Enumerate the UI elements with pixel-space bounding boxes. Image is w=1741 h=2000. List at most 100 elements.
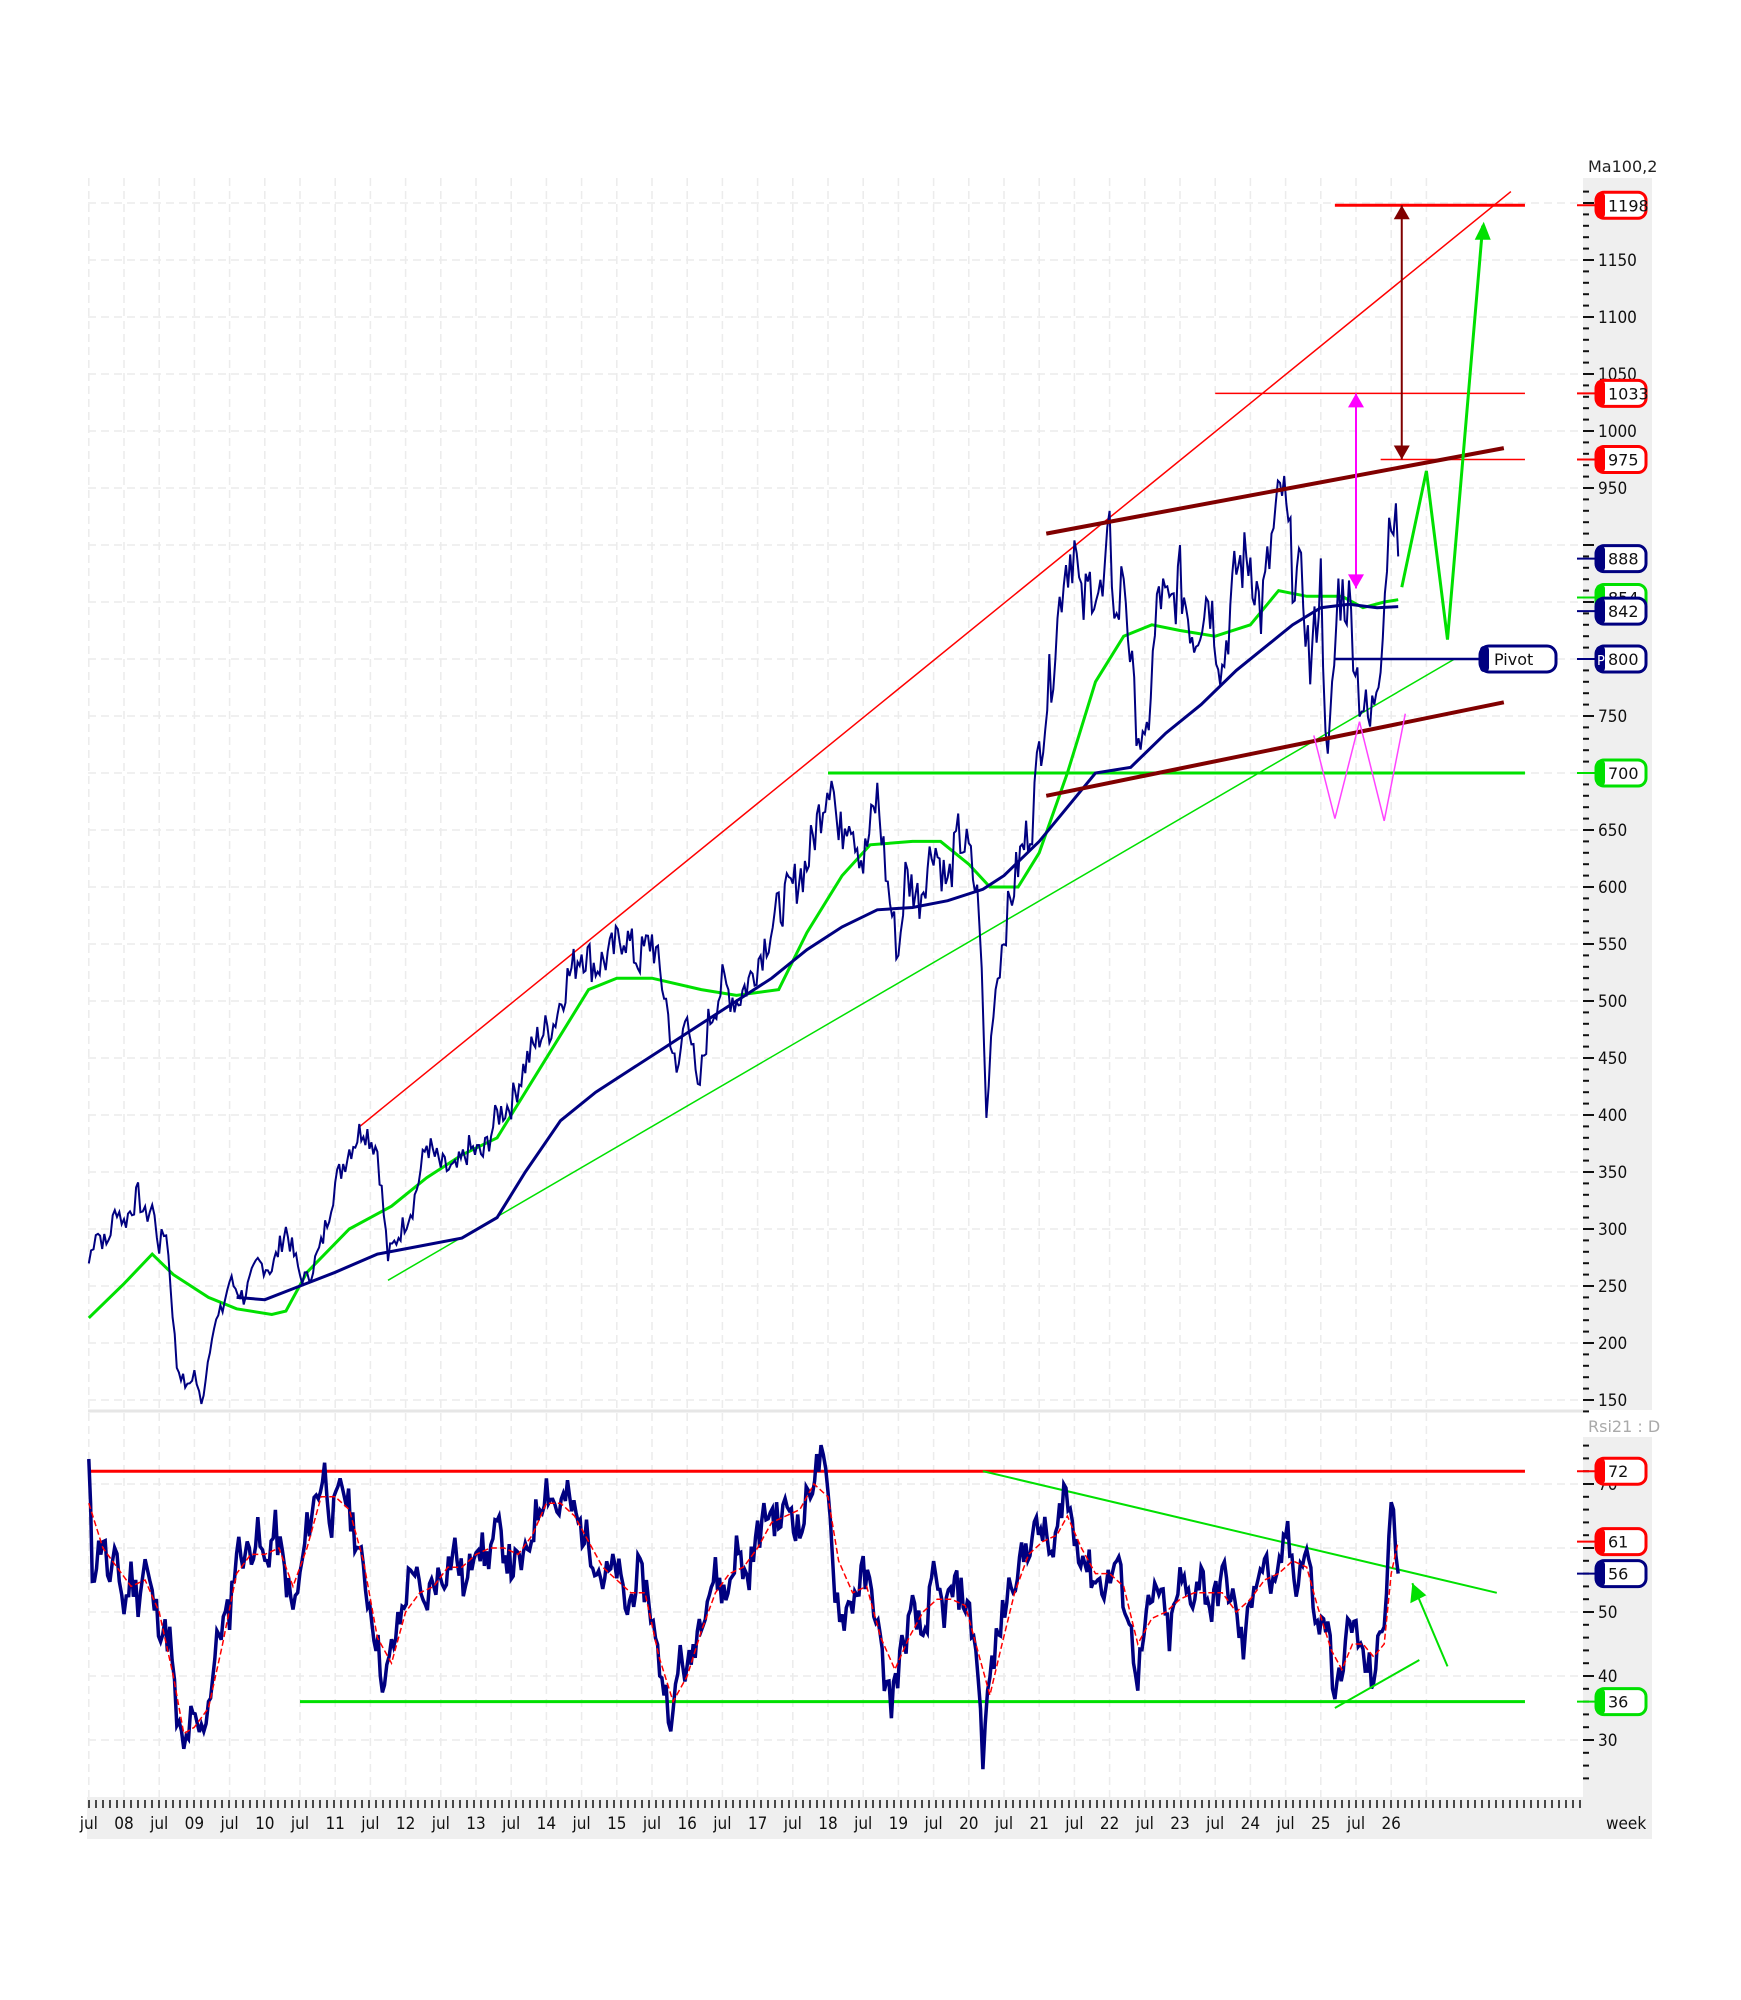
price-axis-label: 600 <box>1598 878 1627 898</box>
price-line <box>87 475 1400 1405</box>
price-axis-label: 1100 <box>1598 308 1637 328</box>
price-tag-1198-cap <box>1596 192 1605 219</box>
time-axis-label: 25 <box>1311 1814 1330 1834</box>
price-axis-label: 400 <box>1598 1106 1627 1126</box>
rsi-rising-trendline <box>1334 1659 1420 1709</box>
time-axis-label: 09 <box>185 1814 204 1834</box>
time-axis-label: jul <box>923 1814 942 1834</box>
rsi-tag-61-cap <box>1596 1528 1605 1555</box>
rsi-indicator-label: Rsi21 : D <box>1588 1417 1660 1436</box>
time-axis-label: jul <box>360 1814 379 1834</box>
grid-lines <box>88 178 1583 1797</box>
time-axis-label: 16 <box>677 1814 696 1834</box>
time-axis-label: jul <box>853 1814 872 1834</box>
time-axis-label: 08 <box>114 1814 133 1834</box>
rsi-falling-trendline <box>982 1470 1498 1594</box>
price-axis-label: 250 <box>1598 1277 1627 1297</box>
support-trendline <box>387 658 1455 1281</box>
price-tag-888: 888 <box>1608 550 1639 569</box>
rsi-tag-72-cap <box>1596 1458 1605 1485</box>
time-axis-label: jul <box>79 1814 98 1834</box>
time-axis-label: 10 <box>255 1814 274 1834</box>
price-tag-700: 700 <box>1608 764 1639 783</box>
time-axis-label: jul <box>501 1814 520 1834</box>
price-axis-label: 450 <box>1598 1049 1627 1069</box>
measured-move-arrow-head-down <box>1393 445 1410 460</box>
price-tag-1198: 1198 <box>1608 196 1649 215</box>
price-axis-label: 950 <box>1598 479 1627 499</box>
time-axis-label: 11 <box>325 1814 344 1834</box>
price-axis-label: 750 <box>1598 707 1627 727</box>
projection-path <box>1400 225 1485 640</box>
wedge-lower-line <box>1045 700 1505 798</box>
rsi-panel <box>87 1444 1525 1770</box>
price-tag-1033: 1033 <box>1608 384 1649 403</box>
time-axis-label: 20 <box>959 1814 978 1834</box>
price-axis-label: 300 <box>1598 1220 1627 1240</box>
price-tag-700-cap <box>1596 760 1605 786</box>
time-axis-label: jul <box>149 1814 168 1834</box>
price-tag-1033-cap <box>1596 380 1605 407</box>
time-axis-label: jul <box>290 1814 309 1834</box>
rsi-signal-line <box>88 1482 1399 1735</box>
time-axis-label: 24 <box>1241 1814 1260 1834</box>
price-axis-label: 350 <box>1598 1163 1627 1183</box>
rsi-tag-56: 56 <box>1608 1565 1628 1584</box>
price-tag-842: 842 <box>1608 602 1639 621</box>
price-axis-label: 1000 <box>1598 422 1637 442</box>
measured-move-arrow-head-up <box>1393 205 1410 220</box>
rsi-breakout-arrowhead <box>1410 1583 1427 1604</box>
rsi-axis-label: 30 <box>1598 1731 1617 1751</box>
rsi-tag-36-cap <box>1596 1688 1605 1715</box>
ma50-line <box>87 588 1399 1319</box>
time-axis-label: jul <box>431 1814 450 1834</box>
rsi-line <box>87 1444 1400 1770</box>
value-tags: 11981033975888854842P80070072615636 <box>1577 190 1649 1717</box>
price-axis-label: 550 <box>1598 935 1627 955</box>
price-tag-842-cap <box>1596 598 1605 625</box>
price-indicator-label: Ma100,2 <box>1588 157 1657 176</box>
rsi-tag-36: 36 <box>1608 1693 1628 1712</box>
pivot-label-cap <box>1480 646 1489 672</box>
axes: 150 200 250 300 350 400 450 500 550 600 650 700 750 9… <box>79 190 1637 1834</box>
price-tag-800: 800 <box>1608 650 1639 669</box>
rsi-axis-label: 40 <box>1598 1667 1617 1687</box>
time-axis-label: jul <box>712 1814 731 1834</box>
rsi-tag-72: 72 <box>1608 1462 1628 1481</box>
pivot-label: Pivot <box>1494 650 1533 669</box>
time-axis-label: jul <box>783 1814 802 1834</box>
time-axis-label: jul <box>642 1814 661 1834</box>
time-axis-label: jul <box>1275 1814 1294 1834</box>
price-tag-800-cap <box>1596 646 1605 672</box>
time-axis-label: 19 <box>889 1814 908 1834</box>
ma100-line <box>236 602 1399 1302</box>
time-axis-label: jul <box>994 1814 1013 1834</box>
time-axis-label: jul <box>1135 1814 1154 1834</box>
price-axis-label: 150 <box>1598 1391 1627 1411</box>
time-axis-label: 14 <box>537 1814 556 1834</box>
pattern-height-arrow-head-down <box>1348 574 1364 589</box>
time-period-label: week <box>1606 1814 1646 1834</box>
time-axis-label: jul <box>571 1814 590 1834</box>
price-axis-label: 200 <box>1598 1334 1627 1354</box>
price-tag-975: 975 <box>1608 451 1639 470</box>
time-axis-label: 26 <box>1381 1814 1400 1834</box>
time-axis-label: 12 <box>396 1814 415 1834</box>
double-bottom-pattern <box>1313 713 1407 822</box>
price-axis-label: 500 <box>1598 992 1627 1012</box>
projection-arrowhead <box>1474 221 1491 240</box>
time-axis-label: jul <box>219 1814 238 1834</box>
price-tag-888-cap <box>1596 545 1605 572</box>
time-axis-label: jul <box>1205 1814 1224 1834</box>
price-axis-label: 650 <box>1598 821 1627 841</box>
time-axis-label: 13 <box>466 1814 485 1834</box>
rsi-axis-strip <box>1583 1437 1652 1797</box>
rsi-tag-61: 61 <box>1608 1533 1628 1552</box>
time-axis-label: 15 <box>607 1814 626 1834</box>
wedge-upper-line <box>1045 446 1505 536</box>
price-axis-label: 1150 <box>1598 251 1637 271</box>
time-axis-label: 18 <box>818 1814 837 1834</box>
time-axis-label: jul <box>1064 1814 1083 1834</box>
time-axis-label: 22 <box>1100 1814 1119 1834</box>
